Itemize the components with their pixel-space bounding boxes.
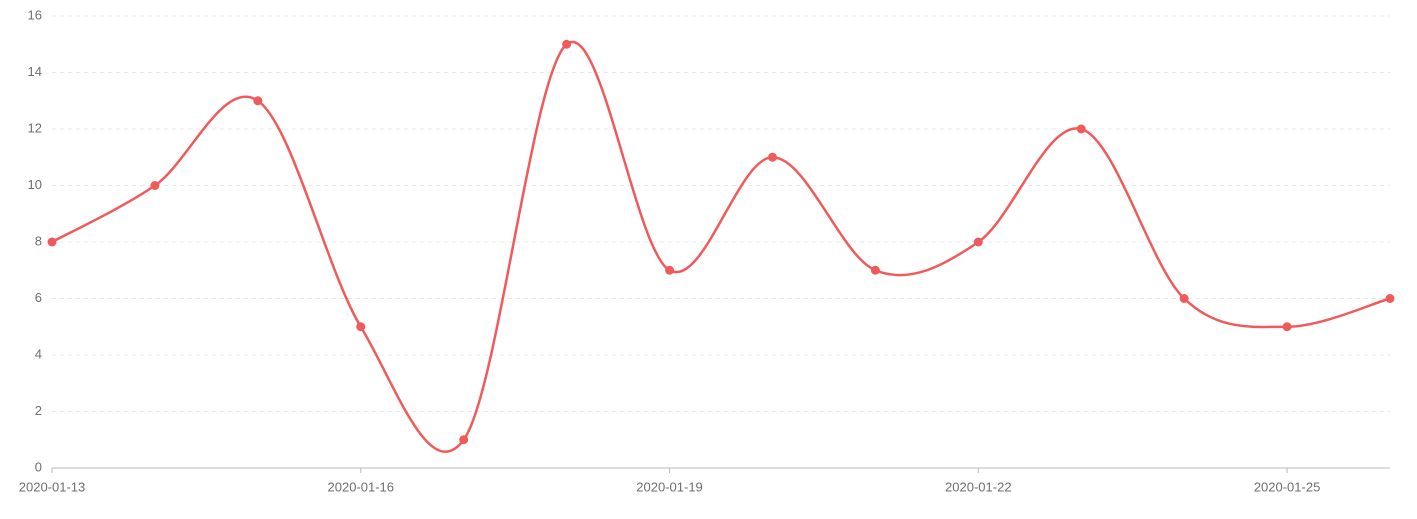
x-tick-label: 2020-01-22: [945, 479, 1012, 494]
y-tick-label: 12: [28, 120, 42, 135]
y-tick-label: 8: [35, 233, 42, 248]
y-tick-label: 14: [28, 64, 42, 79]
x-tick-label: 2020-01-19: [636, 479, 703, 494]
x-tick-label: 2020-01-13: [19, 479, 86, 494]
point: [1179, 294, 1189, 303]
x-tick-label: 2020-01-16: [328, 479, 395, 494]
point: [1076, 124, 1086, 134]
line: [51, 40, 1391, 453]
point: [562, 39, 572, 49]
point: [253, 96, 263, 106]
x-tick-label: 2020-01-25: [1254, 479, 1321, 494]
point: [1385, 294, 1395, 303]
point: [356, 322, 366, 332]
point: [870, 265, 880, 275]
point: [47, 237, 57, 247]
point: [973, 237, 983, 247]
y-tick-label: 10: [28, 177, 42, 192]
y-tick-label: 2: [35, 403, 42, 418]
point: [459, 435, 469, 445]
point: [150, 181, 160, 190]
y-tick-label: 6: [35, 290, 42, 305]
point: [1282, 322, 1292, 332]
y-tick-label: 4: [35, 346, 42, 361]
y-tick-label: 0: [35, 459, 42, 474]
point: [665, 265, 675, 275]
point: [767, 152, 777, 162]
y-tick-label: 16: [28, 7, 42, 22]
